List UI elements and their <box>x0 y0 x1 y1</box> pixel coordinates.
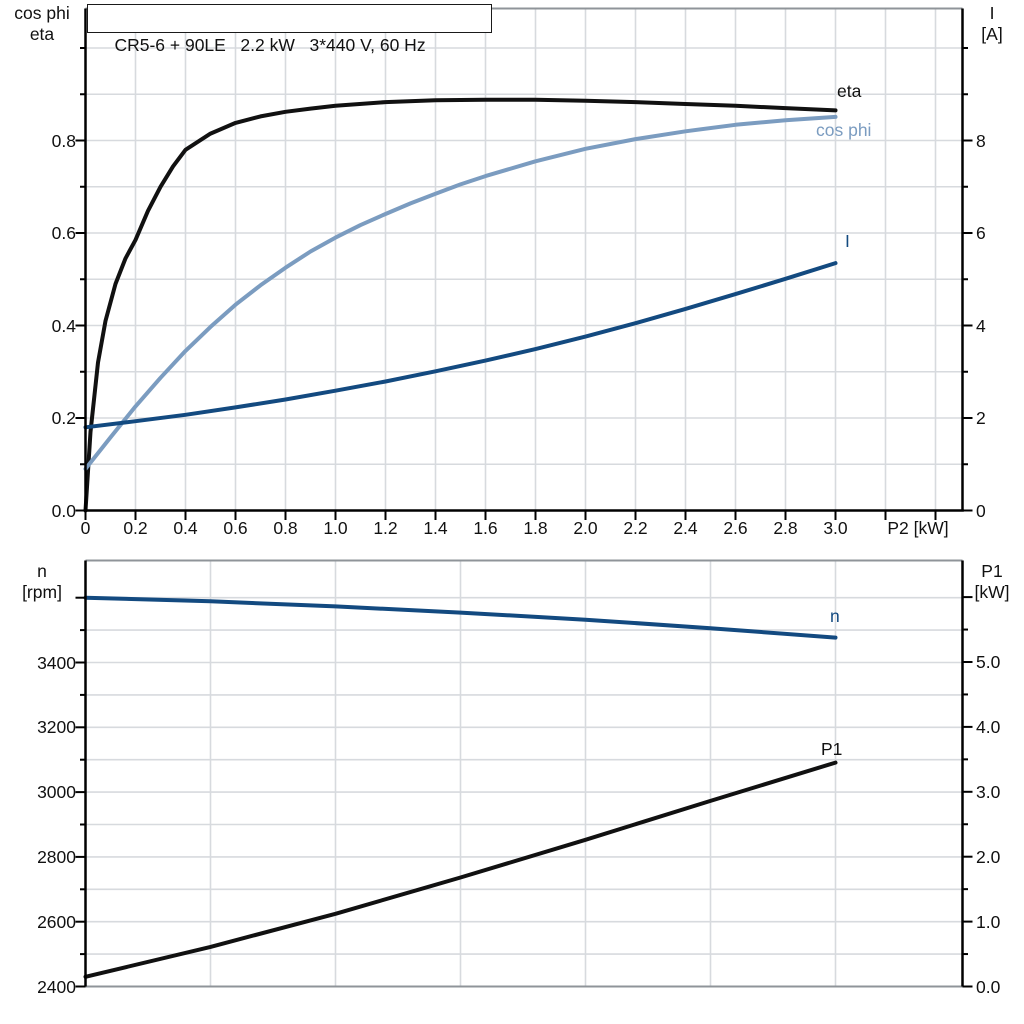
tick-label: 1.2 <box>373 518 398 538</box>
tick-label: 1.0 <box>323 518 348 538</box>
curve-label-cos-phi: cos phi <box>816 120 872 140</box>
chart-title-box: CR5-6 + 90LE 2.2 kW 3*440 V, 60 Hz <box>87 4 492 55</box>
bottom-right-axis-title: P1 [kW] <box>962 561 1022 603</box>
tick-label: 0.2 <box>123 518 148 538</box>
tick-label: 2.8 <box>773 518 798 538</box>
tick-label: 3200 <box>37 717 76 738</box>
speed-axis-label: n <box>37 561 47 581</box>
tick-label: 0.0 <box>976 976 1001 997</box>
tick-label: 2 <box>976 408 986 428</box>
tick-label: 3.0 <box>976 781 1001 802</box>
curve-label-p1: P1 <box>821 739 843 759</box>
tick-label: 0.6 <box>51 223 76 243</box>
tick-label: 0.0 <box>51 500 76 521</box>
p1-unit-label: [kW] <box>974 582 1010 602</box>
tick-label: 1.6 <box>473 518 498 538</box>
tick-label: 0.4 <box>51 315 76 336</box>
tick-label: 1.4 <box>423 518 448 538</box>
tick-label: 8 <box>976 130 986 151</box>
tick-label: 2400 <box>37 976 76 997</box>
tick-label: 0 <box>80 518 91 538</box>
tick-label: 6 <box>976 223 986 243</box>
chart-title: CR5-6 + 90LE 2.2 kW 3*440 V, 60 Hz <box>114 35 426 55</box>
x-axis-title: P2 [kW] <box>887 518 949 538</box>
speed-unit-label: [rpm] <box>22 582 62 602</box>
tick-label: 0.4 <box>173 518 198 538</box>
p1-axis-label: P1 <box>981 561 1003 581</box>
tick-label: 2800 <box>37 846 76 867</box>
tick-label: 4.0 <box>976 716 1001 737</box>
tick-label: 3400 <box>37 652 76 673</box>
tick-label: 3.0 <box>823 518 848 538</box>
tick-label: 1.8 <box>523 518 548 538</box>
eta-axis-label: eta <box>29 24 55 44</box>
tick-label: 2.2 <box>623 518 648 538</box>
tick-label: 0.8 <box>273 518 298 538</box>
current-axis-label: I <box>989 3 995 23</box>
tick-label: 3000 <box>37 782 76 803</box>
tick-label: 4 <box>976 315 986 336</box>
curve-label-speed: n <box>830 606 840 626</box>
current-unit-label: [A] <box>981 24 1003 44</box>
tick-label: 1.0 <box>976 911 1001 932</box>
tick-label: 0.8 <box>51 130 76 151</box>
tick-label: 0 <box>976 500 986 521</box>
top-right-axis-title: I [A] <box>962 3 1022 45</box>
tick-label: 0.6 <box>223 518 248 538</box>
tick-label: 2.0 <box>573 518 598 538</box>
tick-label: 2.4 <box>673 518 698 538</box>
curve-label-current: I <box>845 231 850 251</box>
cos-phi-axis-label: cos phi <box>14 3 70 23</box>
bottom-left-axis-title: n [rpm] <box>2 561 82 603</box>
tick-label: 2600 <box>37 911 76 932</box>
top-left-axis-title: cos phi eta <box>0 3 84 45</box>
curve-label-eta: eta <box>837 81 862 101</box>
tick-label: 2.0 <box>976 846 1001 867</box>
tick-label: 0.2 <box>51 408 76 428</box>
tick-label: 5.0 <box>976 652 1001 672</box>
tick-label: 2.6 <box>723 518 748 538</box>
